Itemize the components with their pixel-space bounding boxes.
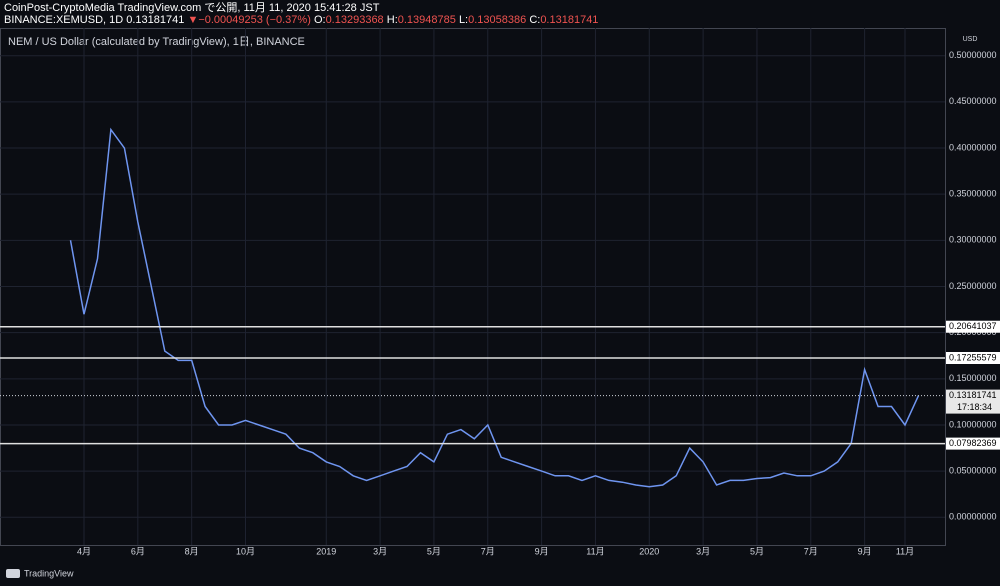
price-label-box — [946, 320, 1000, 333]
x-tick-label: 3月 — [696, 546, 710, 556]
countdown: 17:18:34 — [957, 402, 992, 412]
change: ▼−0.00049253 (−0.37%) — [187, 14, 311, 26]
y-tick-label: 0.25000000 — [949, 281, 997, 291]
y-tick-label: 0.05000000 — [949, 466, 997, 476]
x-tick-label: 4月 — [77, 546, 91, 556]
logo — [6, 569, 20, 578]
ohlc-label: L: — [458, 14, 469, 26]
y-tick-label: 0.50000000 — [949, 50, 997, 60]
ohlc-label: O: — [313, 14, 326, 26]
x-tick-label: 11月 — [896, 546, 914, 556]
ohlc-value: 0.13058386 — [468, 14, 527, 26]
y-tick-label: 0.45000000 — [949, 96, 997, 106]
chart-title: NEM / US Dollar (calculated by TradingVi… — [8, 36, 305, 48]
y-tick-label: 0.10000000 — [949, 419, 997, 429]
price-line — [69, 127, 920, 488]
brand: TradingView — [24, 568, 74, 578]
symbol: BINANCE:XEMUSD, 1D 0.13181741 — [4, 14, 185, 26]
y-tick-label: 0.30000000 — [949, 235, 997, 245]
x-tick-label: 10月 — [236, 546, 255, 556]
y-tick-label: 0.40000000 — [949, 142, 997, 152]
x-tick-label: 2019 — [316, 546, 336, 556]
price-label-box — [946, 389, 1000, 414]
x-tick-label: 9月 — [535, 546, 549, 556]
x-tick-label: 9月 — [858, 546, 872, 556]
last-price-label: 0.13181741 — [949, 390, 997, 400]
ohlc-value: 0.13293368 — [325, 14, 384, 26]
ohlc-value: 0.13948785 — [397, 14, 456, 26]
x-tick-label: 7月 — [481, 546, 495, 556]
price-label: 0.17255579 — [949, 352, 997, 362]
price-label-box — [946, 351, 1000, 364]
x-tick-label: 11月 — [586, 546, 604, 556]
ohlc-value: 0.13181741 — [540, 14, 599, 26]
published: CoinPost-CryptoMedia TradingView.com で公開… — [4, 2, 380, 14]
y-tick-label: 0.15000000 — [949, 373, 997, 383]
plot-frame — [0, 28, 946, 546]
x-tick-label: 3月 — [373, 546, 387, 556]
price-label: 0.20641037 — [949, 321, 997, 331]
x-tick-label: 8月 — [185, 546, 199, 556]
y-tick-label: 0.35000000 — [949, 189, 997, 199]
x-tick-label: 5月 — [750, 546, 764, 556]
x-tick-label: 7月 — [804, 546, 818, 556]
price-label-box — [946, 437, 1000, 450]
x-tick-label: 6月 — [131, 546, 145, 556]
ohlc-label: C: — [529, 14, 541, 26]
ohlc-line: BINANCE:XEMUSD, 1D 0.13181741 ▼−0.000492… — [4, 14, 598, 26]
header: CoinPost-CryptoMedia TradingView.com で公開… — [4, 2, 598, 26]
x-tick-label: 2020 — [639, 546, 659, 556]
y-tick-label: 0.20000000 — [949, 327, 997, 337]
x-tick-label: 5月 — [427, 546, 441, 556]
price-label: 0.07982369 — [949, 438, 997, 448]
currency: USD — [963, 36, 978, 43]
y-tick-label: 0.00000000 — [949, 512, 997, 522]
ohlc-label: H: — [386, 14, 398, 26]
